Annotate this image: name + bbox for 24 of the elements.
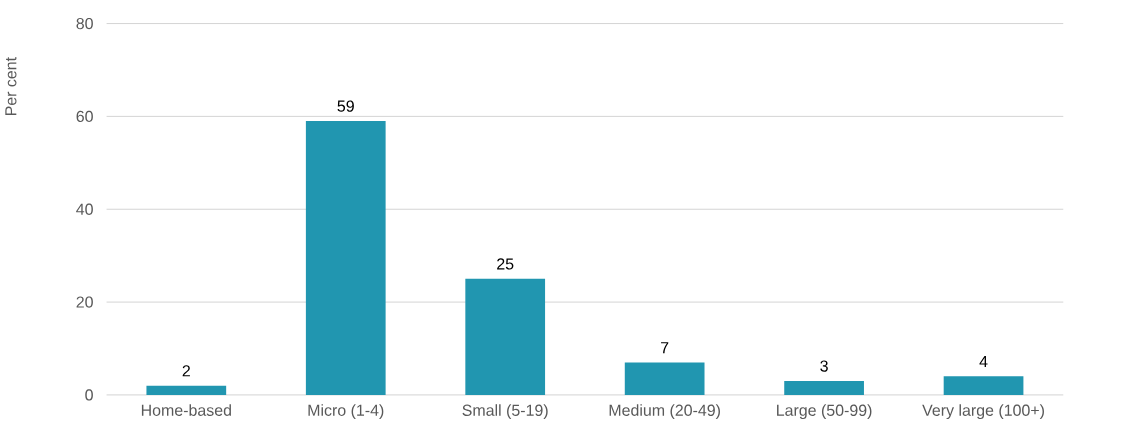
bar — [943, 376, 1024, 395]
data-label: 25 — [497, 258, 514, 270]
y-tick-label: 80 — [76, 17, 93, 30]
bar — [305, 120, 386, 395]
data-label: 7 — [661, 341, 669, 353]
x-tick-label: Very large (100+) — [922, 404, 1044, 419]
x-tick-label: Medium (20-49) — [609, 404, 720, 419]
bar — [784, 380, 864, 395]
data-label: 59 — [337, 100, 354, 112]
x-tick-label: Small (5-19) — [462, 404, 548, 419]
data-label: 3 — [820, 360, 828, 372]
y-tick-label: 0 — [85, 389, 93, 401]
data-label: 2 — [182, 365, 190, 377]
x-tick-label: Micro (1-4) — [308, 404, 384, 419]
bar — [465, 278, 546, 395]
y-axis-title: Per cent — [5, 56, 17, 115]
bar — [624, 362, 705, 395]
bar — [146, 385, 227, 395]
y-tick-label: 40 — [76, 203, 93, 215]
x-tick-label: Large (50-99) — [777, 404, 872, 419]
y-tick-label: 60 — [76, 110, 93, 122]
y-tick-label: 20 — [76, 296, 93, 308]
x-tick-label: Home-based — [141, 404, 231, 416]
data-label: 4 — [979, 355, 988, 367]
